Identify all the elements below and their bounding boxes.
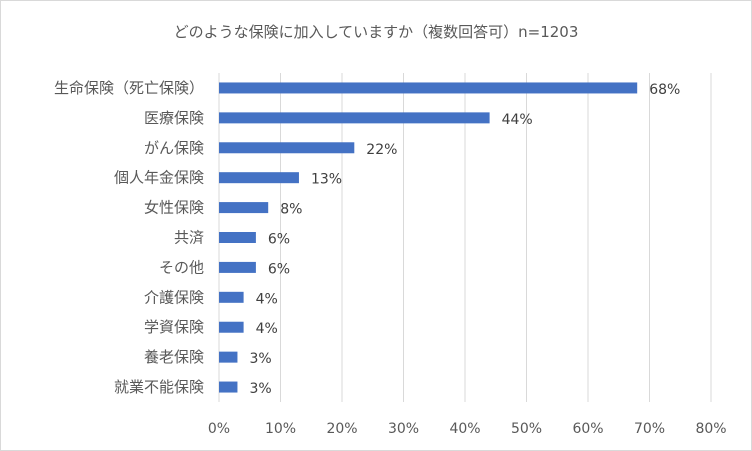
data-labels: 68% 44% 22% 13% 8% 6% 6% 4% 4% 3% 3% (249, 82, 680, 397)
category-label: その他 (159, 258, 204, 276)
category-label: 女性保険 (144, 199, 204, 217)
data-label: 3% (249, 381, 271, 397)
data-label: 13% (311, 172, 342, 188)
data-label: 8% (280, 202, 302, 218)
bar (219, 381, 238, 393)
x-tick-label: 60% (572, 421, 603, 437)
x-tick-label: 30% (388, 421, 419, 437)
bar (219, 202, 269, 214)
category-label: 個人年金保険 (114, 169, 204, 187)
data-label: 6% (268, 261, 290, 277)
x-tick-label: 10% (265, 421, 296, 437)
x-tick-labels: 0% 10% 20% 30% 40% 50% 60% 70% 80% (208, 421, 727, 437)
data-label: 3% (249, 351, 271, 367)
x-tick-label: 50% (511, 421, 542, 437)
category-label: 就業不能保険 (114, 378, 204, 396)
bar (219, 82, 638, 94)
category-label: 共済 (174, 229, 204, 247)
category-label: 医療保険 (144, 109, 204, 127)
bar (219, 321, 244, 333)
data-label: 44% (502, 112, 533, 128)
category-label: 学資保険 (144, 318, 204, 336)
bar (219, 142, 355, 154)
bar (219, 112, 490, 124)
data-label: 68% (649, 82, 680, 98)
bar (219, 172, 299, 184)
x-tick-label: 80% (695, 421, 726, 437)
bar (219, 232, 256, 243)
category-labels: 生命保険（死亡保険） 医療保険がん保険個人年金保険女性保険共済その他介護保険学資保… (54, 79, 204, 396)
x-tick-label: 0% (208, 421, 230, 437)
category-label: 養老保険 (144, 348, 204, 366)
data-label: 4% (256, 291, 278, 307)
category-label: 生命保険（死亡保険） (54, 79, 204, 97)
category-label: がん保険 (144, 139, 204, 157)
gridlines (218, 73, 712, 402)
x-tick-label: 40% (449, 421, 480, 437)
bar (219, 351, 238, 363)
chart-title: どのような保険に加入していますか（複数回答可）n=1203 (174, 23, 579, 41)
bars (219, 82, 638, 393)
x-tick-label: 20% (326, 421, 357, 437)
data-label: 6% (268, 232, 290, 248)
category-label: 介護保険 (144, 288, 204, 306)
data-label: 4% (256, 321, 278, 337)
bar (219, 291, 244, 303)
x-tick-label: 70% (634, 421, 665, 437)
bar (219, 261, 256, 273)
data-label: 22% (366, 142, 397, 158)
